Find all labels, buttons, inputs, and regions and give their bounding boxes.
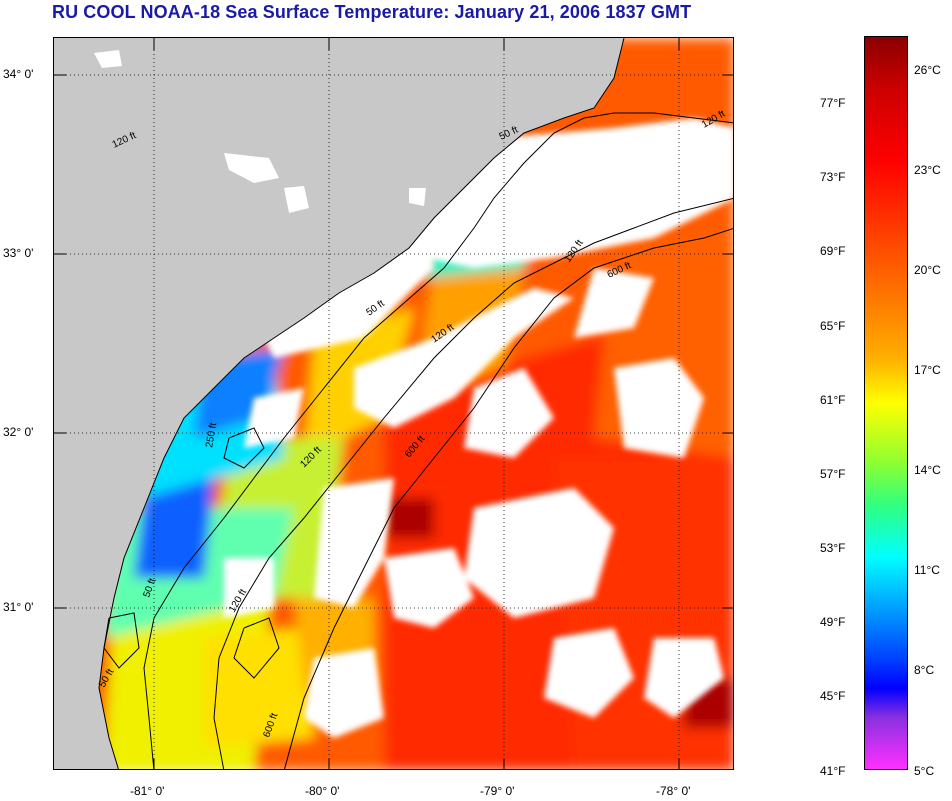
isobath-label: 250 ft	[204, 422, 219, 449]
inland-patches	[94, 50, 426, 213]
coastline	[98, 38, 625, 769]
colorbar-fahrenheit-label: 73°F	[820, 170, 846, 184]
colorbar-fahrenheit-label: 69°F	[820, 244, 846, 258]
longitude-label: -79° 0'	[480, 784, 515, 798]
sst-map-canvas: 50 ft 50 ft 50 ft 50 ft 120 ft 120 ft 12…	[54, 38, 733, 769]
longitude-label: -80° 0'	[305, 784, 340, 798]
colorbar-fahrenheit-label: 57°F	[820, 467, 846, 481]
land-mass	[54, 38, 624, 769]
frame-ticks	[54, 38, 733, 769]
colorbar-celsius-label: 5°C	[914, 764, 935, 778]
latitude-label: 34° 0'	[3, 67, 34, 81]
colorbar-fahrenheit-label: 65°F	[820, 319, 846, 333]
isobath-contours	[103, 112, 733, 769]
colorbar-fahrenheit-label: 77°F	[820, 96, 846, 110]
graticule	[54, 38, 733, 769]
colorbar-fahrenheit-label: 61°F	[820, 393, 846, 407]
latitude-label: 31° 0'	[3, 600, 34, 614]
colorbar-fahrenheit-label: 53°F	[820, 541, 846, 555]
temperature-colorbar	[864, 36, 908, 770]
colorbar-celsius-label: 23°C	[914, 163, 941, 177]
colorbar-celsius-label: 8°C	[914, 663, 935, 677]
colorbar-fahrenheit-label: 45°F	[820, 689, 846, 703]
colorbar-celsius-label: 26°C	[914, 63, 941, 77]
sst-map[interactable]: 50 ft 50 ft 50 ft 50 ft 120 ft 120 ft 12…	[53, 37, 734, 770]
longitude-label: -81° 0'	[130, 784, 165, 798]
longitude-label: -78° 0'	[656, 784, 691, 798]
latitude-label: 32° 0'	[3, 425, 34, 439]
colorbar-celsius-label: 20°C	[914, 263, 941, 277]
colorbar-celsius-label: 11°C	[914, 563, 940, 577]
latitude-label: 33° 0'	[3, 246, 34, 260]
colorbar-fahrenheit-label: 49°F	[820, 615, 846, 629]
colorbar-celsius-label: 14°C	[914, 463, 941, 477]
colorbar-fahrenheit-label: 41°F	[820, 764, 846, 778]
colorbar-celsius-label: 17°C	[914, 363, 941, 377]
map-title: RU COOL NOAA-18 Sea Surface Temperature:…	[52, 2, 692, 22]
